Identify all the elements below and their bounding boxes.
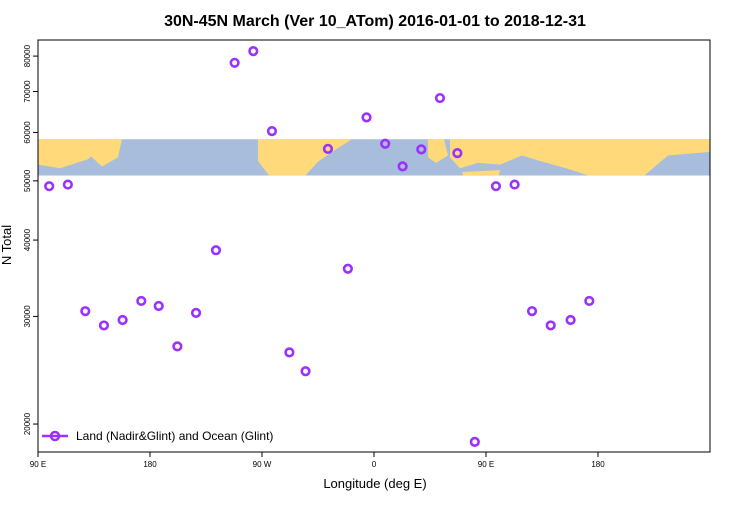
data-point	[509, 179, 520, 190]
data-point	[172, 341, 183, 352]
legend-label: Land (Nadir&Glint) and Ocean (Glint)	[76, 429, 273, 443]
map-strip	[38, 139, 710, 176]
data-point	[452, 148, 463, 159]
legend-marker	[49, 430, 61, 442]
data-point	[136, 295, 147, 307]
y-tick-label: 30000	[23, 305, 32, 328]
data-point	[153, 300, 164, 312]
data-point	[248, 46, 259, 57]
data-point	[229, 57, 240, 68]
legend: Land (Nadir&Glint) and Ocean (Glint)	[42, 429, 273, 443]
x-tick-label: 180	[143, 460, 157, 469]
y-tick-label: 80000	[23, 44, 32, 67]
data-point	[526, 306, 538, 317]
x-tick-label: 90 E	[478, 460, 494, 469]
data-point	[98, 320, 110, 331]
y-axis-label: N Total	[0, 225, 14, 265]
map-land-4	[450, 139, 710, 176]
data-points	[44, 46, 595, 447]
data-point	[380, 138, 391, 149]
map-land-0	[38, 139, 108, 169]
data-point	[397, 161, 408, 172]
x-axis: 90 E 180 90 W 0 90 E 180	[30, 452, 605, 469]
data-point	[190, 307, 202, 319]
background-map	[38, 139, 710, 176]
map-land-1	[90, 139, 122, 167]
y-tick-label: 70000	[23, 80, 32, 103]
y-tick-label: 40000	[23, 228, 32, 251]
data-point	[584, 295, 595, 307]
x-tick-label: 0	[372, 460, 377, 469]
x-axis-label: Longitude (deg E)	[323, 476, 426, 491]
map-land-2	[258, 139, 352, 176]
map-land-5	[462, 170, 500, 176]
data-point	[469, 436, 480, 447]
data-point	[565, 314, 576, 326]
data-point	[490, 181, 502, 192]
x-tick-label: 90 E	[30, 460, 46, 469]
plot-frame	[37, 39, 711, 453]
data-point	[44, 181, 55, 192]
data-point	[361, 112, 372, 123]
data-point	[342, 263, 353, 274]
map-land-3	[428, 139, 448, 163]
data-point	[266, 126, 278, 137]
chart-title: 30N-45N March (Ver 10_ATom) 2016-01-01 t…	[164, 13, 586, 30]
x-tick-label: 180	[591, 460, 605, 469]
data-point	[300, 366, 311, 377]
data-point	[322, 143, 334, 154]
data-point	[434, 92, 446, 104]
y-tick-label: 20000	[23, 412, 32, 435]
y-tick-label: 60000	[23, 121, 32, 144]
data-point	[80, 306, 91, 317]
data-point	[62, 179, 73, 190]
x-tick-label: 90 W	[253, 460, 272, 469]
data-point	[117, 314, 128, 326]
data-point	[416, 144, 427, 155]
data-point	[210, 245, 222, 256]
data-point	[284, 347, 295, 358]
y-axis: 20000 30000 40000 50000 60000 70000 80000	[23, 44, 38, 435]
data-point	[545, 320, 556, 331]
y-tick-label: 50000	[23, 169, 32, 192]
